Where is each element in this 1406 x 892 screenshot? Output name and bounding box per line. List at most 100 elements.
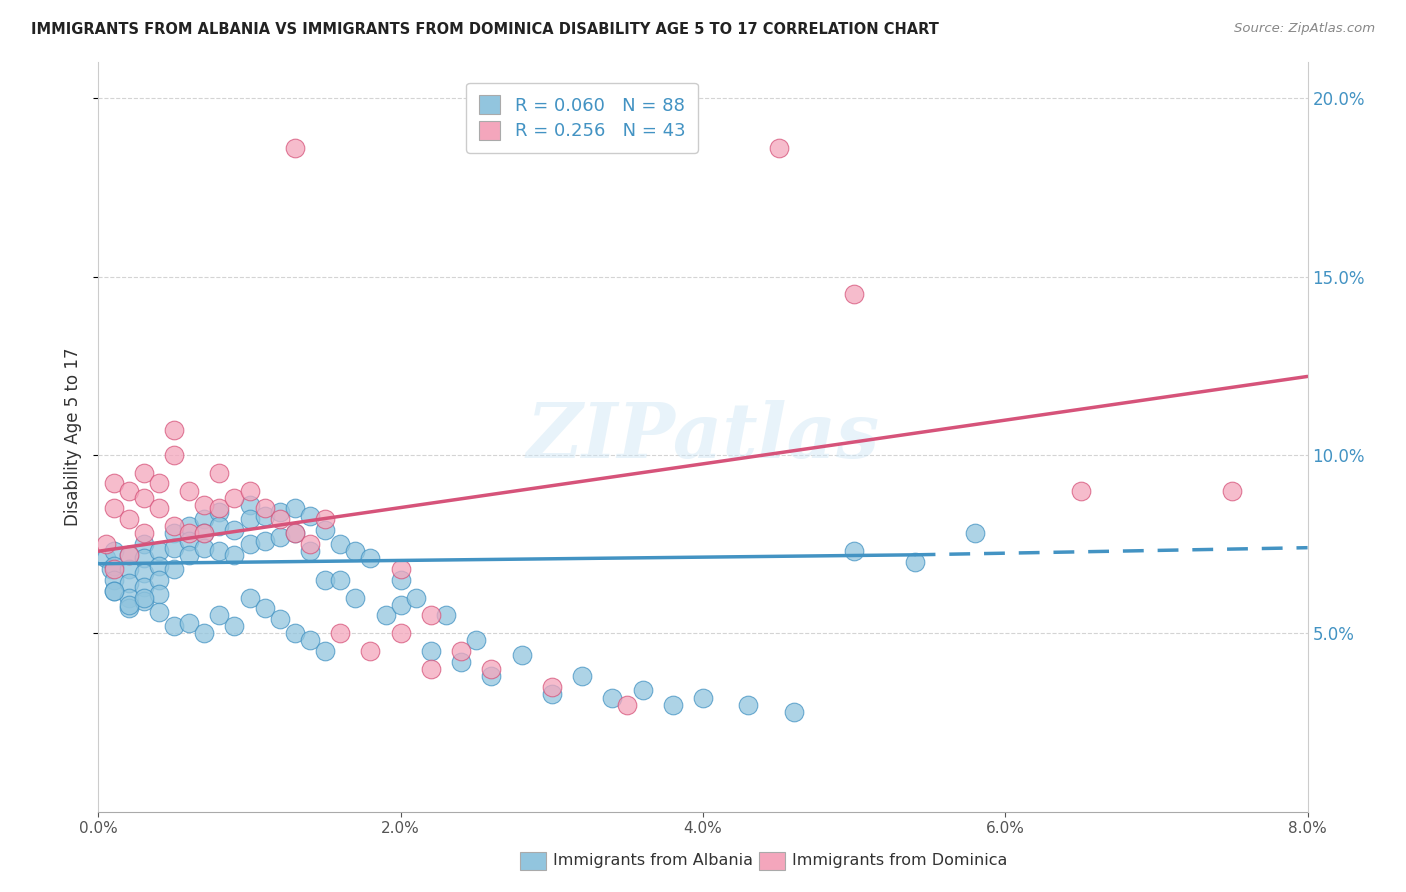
Point <box>329 626 352 640</box>
Point <box>1070 483 1092 498</box>
Point <box>360 644 382 658</box>
Point <box>118 548 141 562</box>
Point <box>239 537 262 551</box>
Point <box>94 537 117 551</box>
Point <box>193 512 215 526</box>
Point <box>132 526 155 541</box>
Point <box>103 583 125 598</box>
Point <box>118 483 141 498</box>
Point <box>179 548 201 562</box>
Point <box>118 591 141 605</box>
Point <box>132 580 155 594</box>
Point <box>631 683 654 698</box>
Point <box>253 501 276 516</box>
Point <box>405 591 427 605</box>
Point <box>239 512 262 526</box>
Text: Immigrants from Dominica: Immigrants from Dominica <box>792 854 1007 868</box>
Point <box>148 558 170 573</box>
Point <box>148 587 170 601</box>
Text: IMMIGRANTS FROM ALBANIA VS IMMIGRANTS FROM DOMINICA DISABILITY AGE 5 TO 17 CORRE: IMMIGRANTS FROM ALBANIA VS IMMIGRANTS FR… <box>31 22 939 37</box>
Point <box>299 544 322 558</box>
Point <box>163 519 186 533</box>
Point <box>193 526 215 541</box>
Point <box>148 544 170 558</box>
Point <box>179 483 201 498</box>
Point <box>783 705 806 719</box>
Point <box>571 669 593 683</box>
Point <box>389 626 412 640</box>
Point <box>208 501 231 516</box>
Point <box>193 498 215 512</box>
Point <box>148 605 170 619</box>
Point <box>284 501 307 516</box>
Point <box>132 594 155 608</box>
Point <box>118 512 141 526</box>
Point <box>224 619 246 633</box>
Point <box>314 644 336 658</box>
Point <box>148 501 170 516</box>
Point <box>253 601 276 615</box>
Point <box>269 530 291 544</box>
Point <box>103 583 125 598</box>
Point <box>193 626 215 640</box>
Point <box>284 626 307 640</box>
Point <box>284 141 307 155</box>
Point <box>208 544 231 558</box>
Point <box>100 562 122 576</box>
Point <box>239 498 262 512</box>
Point <box>844 287 866 301</box>
Point <box>179 615 201 630</box>
Point <box>103 562 125 576</box>
Y-axis label: Disability Age 5 to 17: Disability Age 5 to 17 <box>65 348 83 526</box>
Point <box>224 491 246 505</box>
Point <box>540 680 562 694</box>
Point <box>118 548 141 562</box>
Point <box>540 687 562 701</box>
Point <box>118 562 141 576</box>
Point <box>314 512 336 526</box>
Point <box>904 555 927 569</box>
Point <box>344 591 367 605</box>
Point <box>269 512 291 526</box>
Point <box>299 633 322 648</box>
Point <box>253 533 276 548</box>
Text: ZIPatlas: ZIPatlas <box>526 401 880 474</box>
Point <box>224 548 246 562</box>
Point <box>239 483 262 498</box>
Point <box>132 537 155 551</box>
Point <box>269 505 291 519</box>
Point <box>163 541 186 555</box>
Point <box>208 505 231 519</box>
Point <box>163 619 186 633</box>
Point <box>208 608 231 623</box>
Point <box>844 544 866 558</box>
Point <box>374 608 396 623</box>
Point <box>179 533 201 548</box>
Point <box>103 501 125 516</box>
Point <box>284 526 307 541</box>
Point <box>208 466 231 480</box>
Point <box>434 608 457 623</box>
Point <box>163 423 186 437</box>
Legend: R = 0.060   N = 88, R = 0.256   N = 43: R = 0.060 N = 88, R = 0.256 N = 43 <box>465 83 699 153</box>
Point <box>1220 483 1243 498</box>
Point <box>389 573 412 587</box>
Point <box>616 698 638 712</box>
Point <box>193 541 215 555</box>
Point <box>481 669 503 683</box>
Point <box>450 644 472 658</box>
Point <box>163 562 186 576</box>
Point <box>253 508 276 523</box>
Point <box>420 662 443 676</box>
Point <box>692 690 714 705</box>
Point <box>163 448 186 462</box>
Point <box>329 573 352 587</box>
Point <box>314 523 336 537</box>
Point <box>103 476 125 491</box>
Point <box>179 526 201 541</box>
Point <box>103 544 125 558</box>
Point <box>481 662 503 676</box>
Point <box>389 562 412 576</box>
Point <box>118 601 141 615</box>
Point <box>208 519 231 533</box>
